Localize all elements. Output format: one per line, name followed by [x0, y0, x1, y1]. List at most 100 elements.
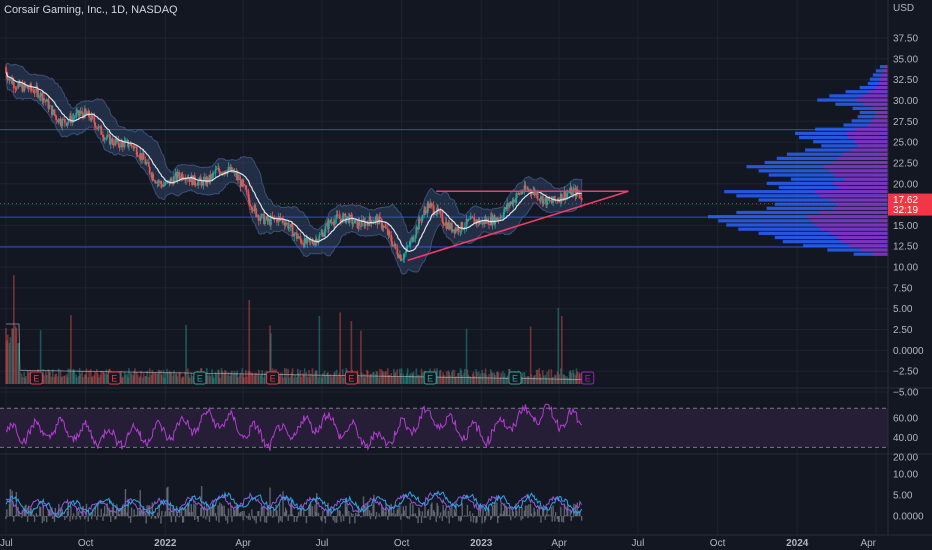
volume-bar	[414, 376, 417, 384]
histogram-bar	[524, 505, 527, 517]
volume-bar	[321, 377, 323, 384]
histogram-bar	[182, 516, 185, 523]
y-axis[interactable]: USD 37.50 35.00 32.50 30.00 27.50 25.00 22.50 20…	[893, 3, 924, 523]
histogram-bar	[235, 504, 237, 517]
volume-profile-bar	[764, 160, 888, 165]
volume-profile-bar	[845, 90, 888, 94]
histogram-bar	[91, 509, 94, 517]
volume-bar	[303, 368, 306, 384]
volume-bar	[338, 372, 341, 384]
volume-bar	[340, 375, 342, 384]
histogram-bar	[373, 494, 375, 517]
candle-body	[497, 219, 500, 220]
histogram-bar	[121, 507, 123, 517]
earnings-marker[interactable]: E	[581, 371, 595, 385]
candle-body	[212, 173, 215, 174]
histogram-bar	[475, 516, 477, 524]
histogram-bar	[360, 516, 362, 518]
candle-body	[408, 245, 411, 247]
histogram-bar	[109, 510, 111, 517]
candle-body	[78, 113, 81, 116]
histogram-bar	[142, 505, 145, 517]
candle-body	[209, 174, 212, 180]
candle-body	[339, 218, 342, 220]
volume-bar	[121, 377, 123, 384]
earnings-marker[interactable]: E	[508, 371, 522, 385]
histogram-bar	[509, 516, 512, 521]
triangle-pattern[interactable]	[407, 190, 629, 262]
histogram-bar	[272, 509, 275, 517]
volume-bar	[209, 376, 212, 384]
histogram-bar	[209, 508, 211, 517]
x-tick-label: Oct	[710, 538, 726, 549]
earnings-marker[interactable]: E	[266, 371, 280, 385]
candle-body	[329, 220, 332, 223]
earnings-marker[interactable]: E	[423, 371, 437, 385]
histogram-bar	[57, 511, 59, 517]
volume-profile-bar-secondary	[838, 185, 888, 190]
volume-bar	[158, 369, 161, 384]
histogram-bar	[76, 507, 78, 517]
volume-bar	[67, 368, 70, 384]
volume-bar	[464, 368, 466, 384]
candle-body	[166, 181, 168, 183]
candle-body	[360, 219, 363, 227]
volume-profile-bar	[774, 235, 888, 240]
histogram-bar	[490, 516, 492, 521]
volume-bar	[148, 376, 150, 384]
histogram-bar	[278, 504, 281, 517]
earnings-marker[interactable]: E	[29, 371, 43, 385]
histogram-bar	[93, 515, 95, 517]
histogram-bar	[321, 516, 323, 522]
histogram-bar	[432, 510, 435, 517]
histogram-bar	[405, 505, 407, 517]
volume-bar	[484, 368, 487, 384]
volume-bar	[457, 372, 460, 384]
candle-body	[12, 81, 15, 89]
x-axis[interactable]: Jul Oct 2022 Apr Jul Oct 2023 Apr Jul Oct 2024 Apr	[0, 538, 877, 549]
candle-body	[467, 219, 470, 222]
earnings-marker-box	[423, 371, 437, 385]
candle-body	[76, 110, 78, 113]
histogram-bar	[306, 516, 308, 517]
candle-body	[424, 210, 427, 214]
candle-body	[102, 134, 104, 138]
volume-profile-bar	[782, 240, 888, 244]
volume-bar	[83, 374, 86, 384]
histogram-bar	[281, 516, 283, 523]
histogram-bar	[336, 509, 339, 517]
volume-bar	[465, 328, 468, 384]
histogram-bar	[266, 511, 269, 517]
earnings-marker-box	[193, 371, 207, 385]
candle-body	[503, 207, 506, 212]
y-tick-label: 12.50	[893, 242, 918, 253]
candle-body	[423, 209, 426, 216]
volume-bar	[536, 369, 539, 384]
histogram-bar	[316, 493, 318, 517]
earnings-marker-box	[508, 371, 522, 385]
histogram-bar	[554, 516, 556, 522]
volume-bar	[481, 369, 483, 384]
candle-body	[82, 114, 84, 118]
histogram-bar	[14, 515, 17, 517]
volume-bar	[309, 373, 312, 384]
volume-bar	[330, 376, 333, 384]
volume-bar	[11, 328, 13, 384]
candle-body	[400, 259, 403, 261]
earnings-marker[interactable]: E	[344, 371, 358, 385]
earnings-marker[interactable]: E	[193, 371, 207, 385]
volume-bar	[224, 370, 226, 384]
volume-bar	[136, 374, 139, 384]
volume-bar	[221, 371, 224, 384]
histogram-bar	[173, 510, 175, 517]
histogram-bar	[374, 516, 377, 520]
histogram-bar	[194, 516, 196, 521]
volume-bar	[541, 370, 544, 384]
histogram-bar	[503, 503, 506, 517]
earnings-marker[interactable]: E	[107, 371, 121, 385]
candle-body	[580, 198, 583, 201]
candle-body	[550, 200, 553, 203]
candle-body	[97, 126, 100, 129]
